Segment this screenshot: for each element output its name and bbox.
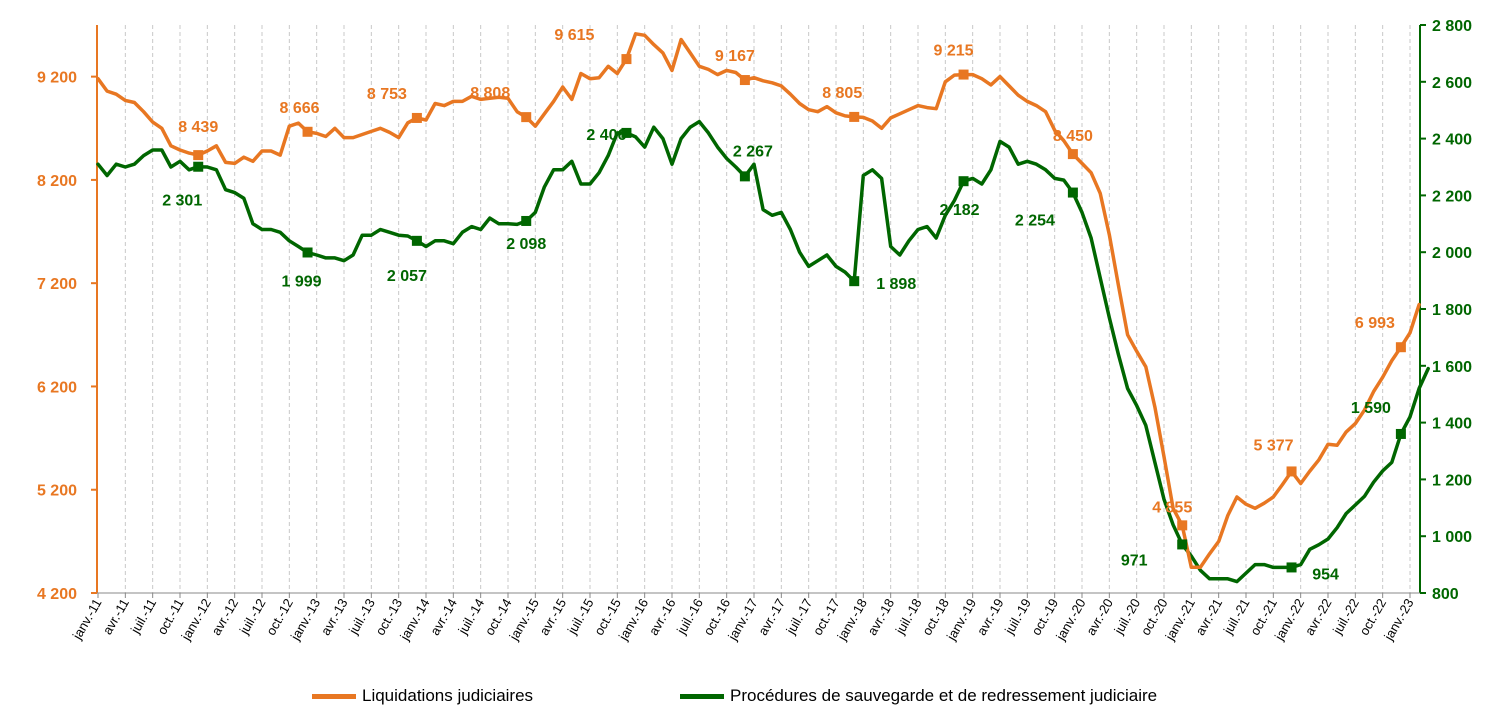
marker-liquidations bbox=[1395, 342, 1406, 353]
data-label-sauvegarde: 2 254 bbox=[1015, 213, 1055, 230]
data-label-sauvegarde: 2 182 bbox=[940, 202, 980, 219]
legend-swatch-sauvegarde bbox=[680, 693, 724, 699]
legend: Liquidations judiciaires Procédures de s… bbox=[0, 686, 1507, 714]
x-axis-tick-label: avr.-15 bbox=[536, 596, 569, 638]
y-axis-left-tick-label: 6 200 bbox=[37, 379, 77, 396]
data-label-liquidations: 8 808 bbox=[470, 85, 510, 102]
y-axis-left-tick-label: 9 200 bbox=[37, 70, 77, 87]
y-axis-left-tick-label: 5 200 bbox=[37, 483, 77, 500]
marker-liquidations bbox=[521, 112, 532, 123]
y-axis-right-tick-label: 1 800 bbox=[1432, 302, 1472, 319]
x-axis-tick-label: avr.-19 bbox=[974, 596, 1007, 638]
marker-sauvegarde bbox=[1395, 428, 1406, 439]
marker-liquidations bbox=[1067, 149, 1078, 160]
x-axis-tick-label: avr.-12 bbox=[208, 596, 241, 638]
series-lines bbox=[96, 32, 1430, 584]
data-label-sauvegarde: 2 098 bbox=[506, 236, 546, 253]
data-labels: 8 439 8 666 8 753 8 808 9 615 9 167 8 805 9 215… bbox=[162, 27, 1395, 583]
legend-label-sauvegarde: Procédures de sauvegarde et de redressem… bbox=[730, 686, 1158, 705]
marker-liquidations bbox=[621, 54, 632, 65]
y-axis-left-tick-label: 8 200 bbox=[37, 173, 77, 190]
y-axis-right-tick-label: 1 600 bbox=[1432, 359, 1472, 376]
legend-item-liquidations: Liquidations judiciaires bbox=[312, 686, 533, 706]
series-markers bbox=[193, 54, 1406, 573]
y-axis-right-tick-label: 2 800 bbox=[1432, 18, 1472, 35]
marker-liquidations bbox=[1286, 466, 1297, 477]
marker-sauvegarde bbox=[1286, 562, 1297, 573]
data-label-liquidations: 8 753 bbox=[367, 86, 407, 103]
marker-liquidations bbox=[193, 150, 204, 161]
marker-liquidations bbox=[849, 111, 860, 122]
x-axis-tick-label: avr.-21 bbox=[1192, 596, 1225, 638]
data-label-liquidations: 8 450 bbox=[1053, 128, 1093, 145]
marker-sauvegarde bbox=[849, 276, 860, 287]
marker-liquidations bbox=[739, 75, 750, 86]
y-axis-right-tick-label: 2 400 bbox=[1432, 132, 1472, 149]
marker-sauvegarde bbox=[411, 235, 422, 246]
data-label-sauvegarde: 954 bbox=[1312, 566, 1339, 583]
data-label-liquidations: 6 993 bbox=[1355, 315, 1395, 332]
y-axis-right-tick-label: 1 200 bbox=[1432, 472, 1472, 489]
x-axis-tick-label: avr.-16 bbox=[646, 596, 679, 638]
data-label-liquidations: 5 377 bbox=[1254, 437, 1294, 454]
marker-liquidations bbox=[1177, 520, 1188, 531]
y-axis-left-tick-label: 4 200 bbox=[37, 586, 77, 603]
y-axis-left-tick-label: 7 200 bbox=[37, 276, 77, 293]
data-label-liquidations: 9 167 bbox=[715, 48, 755, 65]
y-axis-right-tick-label: 800 bbox=[1432, 586, 1459, 603]
legend-item-sauvegarde: Procédures de sauvegarde et de redressem… bbox=[680, 686, 1157, 706]
marker-liquidations bbox=[958, 69, 969, 80]
y-axis-right-tick-label: 2 000 bbox=[1432, 245, 1472, 262]
axes: 4 200 5 200 6 200 7 200 8 200 9 200 800 1 000 1 … bbox=[37, 18, 1472, 644]
y-axis-right-tick-label: 1 400 bbox=[1432, 416, 1472, 433]
data-label-liquidations: 8 666 bbox=[280, 100, 320, 117]
data-label-liquidations: 4 855 bbox=[1152, 499, 1192, 516]
data-label-sauvegarde: 1 898 bbox=[876, 276, 916, 293]
marker-sauvegarde bbox=[739, 171, 750, 182]
legend-swatch-liquidations bbox=[312, 693, 356, 699]
marker-liquidations bbox=[302, 126, 313, 137]
marker-sauvegarde bbox=[521, 215, 532, 226]
data-label-sauvegarde: 1 590 bbox=[1351, 400, 1391, 417]
marker-sauvegarde bbox=[1067, 187, 1078, 198]
y-axis-right-tick-label: 2 600 bbox=[1432, 75, 1472, 92]
y-axis-right-tick-label: 2 200 bbox=[1432, 188, 1472, 205]
marker-sauvegarde bbox=[621, 127, 632, 138]
marker-sauvegarde bbox=[193, 161, 204, 172]
x-axis-tick-label: avr.-13 bbox=[318, 596, 351, 638]
data-label-sauvegarde: 2 301 bbox=[162, 193, 202, 210]
data-label-sauvegarde: 2 057 bbox=[387, 268, 427, 285]
x-axis-tick-label: avr.-11 bbox=[100, 596, 132, 637]
marker-sauvegarde bbox=[302, 247, 313, 258]
y-axis-right-tick-label: 1 000 bbox=[1432, 529, 1472, 546]
data-label-sauvegarde: 1 999 bbox=[282, 273, 322, 290]
data-label-sauvegarde: 2 267 bbox=[733, 143, 773, 160]
marker-sauvegarde bbox=[958, 176, 969, 187]
marker-sauvegarde bbox=[1177, 539, 1188, 550]
data-label-liquidations: 8 805 bbox=[822, 85, 862, 102]
data-label-liquidations: 9 615 bbox=[554, 27, 594, 44]
marker-liquidations bbox=[411, 112, 422, 123]
legend-label-liquidations: Liquidations judiciaires bbox=[362, 686, 534, 705]
x-axis-tick-label: avr.-14 bbox=[427, 596, 460, 638]
series-line-sauvegarde bbox=[96, 119, 1430, 584]
data-label-sauvegarde: 971 bbox=[1121, 552, 1148, 569]
x-axis-tick-label: janv.-11 bbox=[69, 596, 105, 643]
x-axis-tick-label: avr.-22 bbox=[1302, 596, 1335, 638]
vertical-gridlines bbox=[124, 25, 1411, 593]
data-label-liquidations: 8 439 bbox=[178, 119, 218, 136]
x-axis-tick-label: avr.-20 bbox=[1083, 596, 1116, 638]
data-label-liquidations: 9 215 bbox=[934, 43, 974, 60]
data-label-sauvegarde: 2 406 bbox=[586, 127, 626, 144]
series-line-liquidations bbox=[96, 32, 1421, 569]
x-axis-tick-label: avr.-17 bbox=[755, 596, 788, 638]
x-axis-tick-label: avr.-18 bbox=[864, 596, 897, 638]
